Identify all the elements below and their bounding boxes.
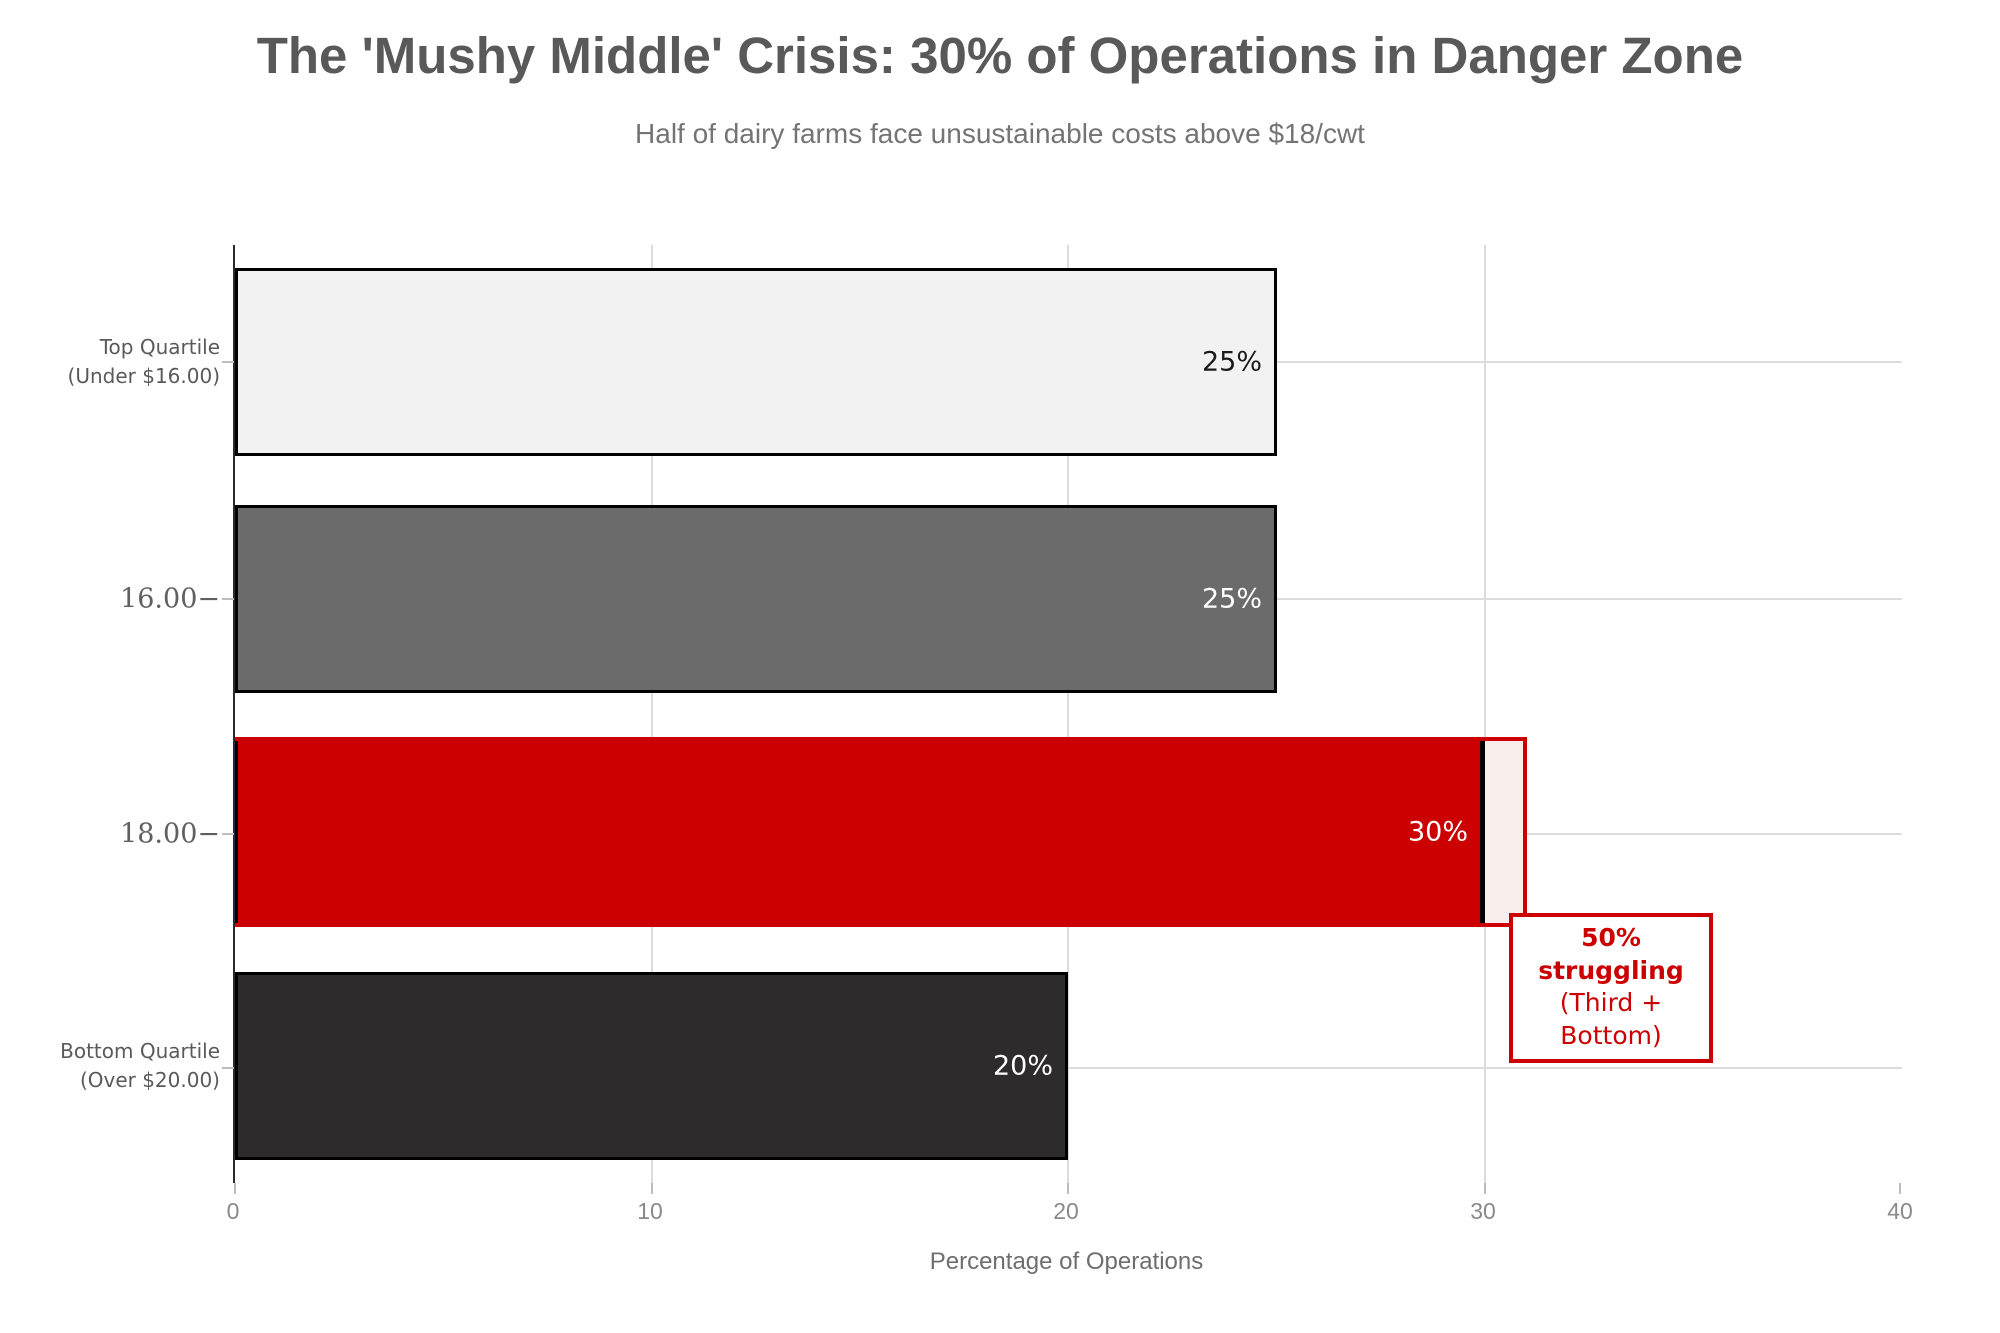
gridline-x30 xyxy=(1484,245,1486,1183)
bar-bottom-quartile: 20% xyxy=(235,972,1068,1160)
bar-value-label: 25% xyxy=(1201,346,1262,378)
chart-subtitle: Half of dairy farms face unsustainable c… xyxy=(635,118,1365,149)
highlight-outline xyxy=(235,737,1527,927)
highlight-extension xyxy=(1485,737,1527,927)
bar-value-label: 25% xyxy=(1201,583,1262,615)
chart-title: The 'Mushy Middle' Crisis: 30% of Operat… xyxy=(256,27,1744,84)
gridline-x10 xyxy=(651,245,653,1183)
xtick-mark-0 xyxy=(234,1183,236,1194)
ytick-line1: 16.00− xyxy=(120,583,220,615)
xtick-mark-20 xyxy=(1067,1183,1069,1194)
bar-value-label: 20% xyxy=(992,1050,1053,1082)
ytick-label-18: 18.00− xyxy=(0,819,220,850)
x-axis-label: Percentage of Operations xyxy=(929,1248,1204,1275)
ytick-label-bottom-quartile: Bottom Quartile (Over $20.00) xyxy=(0,1037,220,1095)
gridline-x20 xyxy=(1067,245,1069,1183)
xtick-label-20: 20 xyxy=(1053,1198,1079,1224)
xtick-label-10: 10 xyxy=(637,1198,663,1224)
ytick-line1: Bottom Quartile xyxy=(60,1039,220,1063)
ytick-mark-2 xyxy=(222,598,234,600)
callout-line2: (Third + Bottom) xyxy=(1559,988,1663,1050)
bar-second-quartile: 25% xyxy=(235,505,1277,693)
ytick-label-top-quartile: Top Quartile (Under $16.00) xyxy=(0,333,220,391)
xtick-label-30: 30 xyxy=(1470,1198,1496,1224)
ytick-mark-3 xyxy=(222,833,234,835)
struggling-callout: 50% struggling (Third + Bottom) xyxy=(1509,913,1713,1063)
ytick-label-16: 16.00− xyxy=(0,584,220,615)
plot-area: 25% 25% 30% 20% 50% struggling (Third + … xyxy=(222,245,1902,1194)
ytick-line2: (Over $20.00) xyxy=(79,1068,220,1092)
ytick-line2: (Under $16.00) xyxy=(67,364,220,388)
bar-top-quartile: 25% xyxy=(235,268,1277,456)
xtick-label-0: 0 xyxy=(226,1198,240,1224)
gridline-row4 xyxy=(235,1067,1902,1069)
xtick-mark-10 xyxy=(651,1183,653,1194)
xtick-label-40: 40 xyxy=(1887,1198,1913,1224)
ytick-mark-4 xyxy=(222,1067,234,1069)
bar-third-quartile-danger: 30% xyxy=(235,737,1485,927)
xtick-mark-30 xyxy=(1484,1183,1486,1194)
ytick-mark-1 xyxy=(222,361,234,363)
callout-line1: 50% struggling xyxy=(1538,923,1684,985)
xtick-mark-40 xyxy=(1899,1183,1901,1194)
bar-value-label: 30% xyxy=(1407,816,1468,848)
ytick-line1: 18.00− xyxy=(120,818,220,850)
ytick-line1: Top Quartile xyxy=(99,335,220,359)
